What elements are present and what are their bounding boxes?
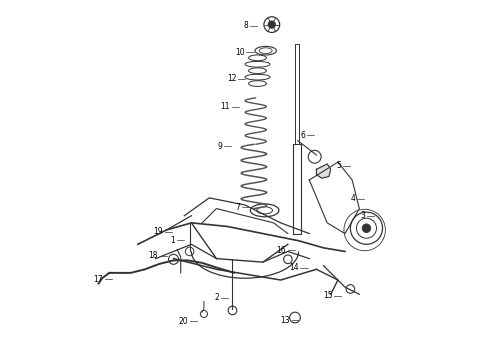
Text: 8: 8 — [243, 21, 248, 30]
Text: 15: 15 — [323, 291, 333, 300]
Text: 16: 16 — [276, 246, 286, 255]
Circle shape — [362, 224, 371, 233]
Text: 7: 7 — [236, 203, 241, 212]
Text: 4: 4 — [350, 194, 355, 203]
Text: 9: 9 — [218, 141, 222, 150]
Text: 14: 14 — [289, 264, 298, 273]
Text: 1: 1 — [171, 235, 175, 244]
Text: 13: 13 — [280, 315, 290, 324]
Circle shape — [268, 21, 275, 28]
Text: 6: 6 — [300, 131, 305, 140]
Text: 12: 12 — [227, 75, 237, 84]
Text: 17: 17 — [93, 275, 103, 284]
Polygon shape — [317, 164, 331, 178]
Text: 19: 19 — [153, 227, 163, 236]
Text: 3: 3 — [361, 211, 366, 220]
Text: 10: 10 — [235, 48, 245, 57]
Text: 2: 2 — [215, 293, 220, 302]
Text: 18: 18 — [148, 251, 158, 260]
Text: 11: 11 — [220, 102, 230, 111]
Text: 20: 20 — [178, 316, 188, 325]
Text: 5: 5 — [336, 161, 341, 170]
